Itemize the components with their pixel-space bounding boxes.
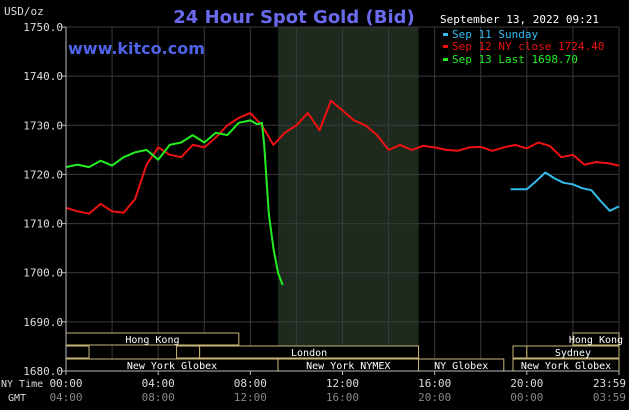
y-tick-label: 1700.0 (23, 267, 63, 280)
x-tick-label-gmt: 20:00 (418, 391, 451, 404)
legend-swatch-sep13 (443, 58, 448, 61)
legend-entry-sep13: Sep 13 Last 1698.70 (452, 53, 578, 66)
series-sep12-ny-close (65, 99, 620, 215)
market-session-box (65, 345, 90, 359)
legend-swatch-sep12 (443, 45, 448, 48)
series-sep11-sunday (510, 171, 620, 212)
y-tick-label: 1750.0 (23, 21, 63, 34)
market-session-label: London (291, 348, 327, 359)
x-tick-label-ny: 20:00 (510, 377, 543, 390)
x-tick-label-gmt: 12:00 (234, 391, 267, 404)
nymex-session-shade (277, 27, 419, 371)
y-tick-label: 1740.0 (23, 70, 63, 83)
x-tick-label-gmt: 00:00 (510, 391, 543, 404)
x-tick-label-ny: 23:59 (593, 377, 626, 390)
gmt-label: GMT (8, 393, 26, 404)
market-session-box (176, 345, 201, 359)
market-session-label: New York Globex (127, 361, 217, 372)
market-session-box (526, 345, 620, 359)
market-session-label: Hong Kong (569, 335, 623, 346)
market-session-label: Sydney (555, 348, 591, 359)
price-series (65, 99, 620, 286)
market-session-label: Hong Kong (125, 335, 179, 346)
legend-entry-sep12: Sep 12 NY close 1724.40 (452, 40, 604, 53)
axes: 1750.0 1740.0 1730.0 1720.0 1710.0 1700.0 1690… (23, 21, 626, 404)
x-tick-label-ny: 08:00 (234, 377, 267, 390)
market-session-label: New York NYMEX (306, 361, 390, 372)
x-tick-label-gmt: 16:00 (326, 391, 359, 404)
x-tick-label-ny: 04:00 (142, 377, 175, 390)
x-tick-label-ny: 16:00 (418, 377, 451, 390)
chart-title: 24 Hour Spot Gold (Bid) (173, 7, 414, 28)
y-tick-label: 1690.0 (23, 316, 63, 329)
y-tick-label: 1720.0 (23, 168, 63, 181)
market-session-label: New York Globex (521, 361, 611, 372)
y-axis-label: USD/oz (4, 5, 44, 18)
x-tick-label-gmt: 08:00 (142, 391, 175, 404)
y-tick-label: 1710.0 (23, 218, 63, 231)
y-tick-label: 1680.0 (23, 365, 63, 378)
x-tick-label-ny: 00:00 (49, 377, 82, 390)
market-session-label: NY Globex (434, 361, 488, 372)
y-tick-label: 1730.0 (23, 119, 63, 132)
watermark: www.kitco.com (68, 39, 205, 58)
market-session-box (199, 345, 420, 359)
legend: Sep 11 Sunday Sep 12 NY close 1724.40 Se… (443, 28, 604, 66)
market-session-box (512, 345, 528, 359)
x-tick-label-gmt: 04:00 (49, 391, 82, 404)
x-tick-label-ny: 12:00 (326, 377, 359, 390)
series-sep13-last (65, 119, 284, 286)
legend-swatch-sep11 (443, 33, 448, 36)
market-sessions: Hong Kong Hong Kong London Sydney New York G… (65, 332, 623, 372)
market-session-box (572, 332, 620, 346)
legend-entry-sep11: Sep 11 Sunday (452, 28, 538, 41)
date-label: September 13, 2022 09:21 (440, 13, 599, 26)
ny-time-label: NY Time (1, 379, 43, 390)
x-tick-label-gmt: 03:59 (593, 391, 626, 404)
